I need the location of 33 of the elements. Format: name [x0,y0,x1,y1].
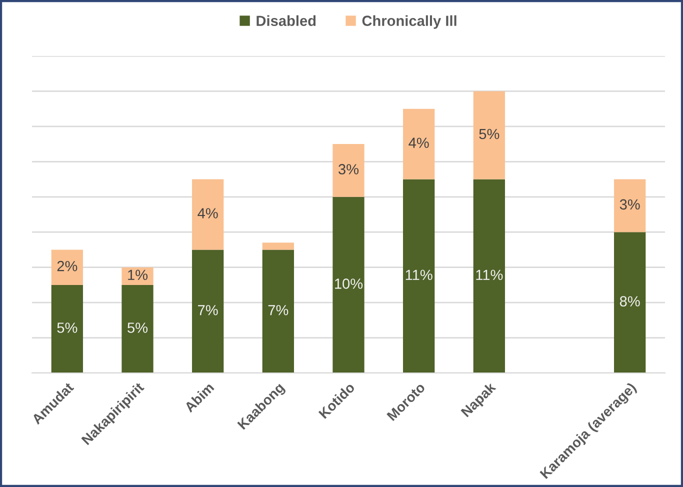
data-label: 5% [479,128,500,140]
bar [332,144,364,197]
data-label: 4% [198,208,218,218]
data-label: 7% [198,305,218,316]
bar [473,91,505,180]
bar [614,179,646,232]
bar [192,179,224,250]
data-label: 10% [335,278,363,289]
legend-label: Disabled [256,15,316,26]
bar [51,250,83,285]
bar [473,179,505,373]
data-label: 2% [57,260,78,272]
bar [403,108,435,180]
data-label: 4% [408,138,429,148]
bar [262,250,294,373]
bar [403,179,435,373]
data-label: 7% [268,305,288,316]
bar [614,232,646,373]
bar [122,284,154,373]
data-label: 3% [338,164,359,174]
data-label: 5% [57,322,78,333]
data-label: 11% [406,270,432,280]
bar [262,242,294,250]
bar [332,196,364,373]
data-label: 1% [128,270,148,280]
bar [192,250,224,373]
bar [122,267,154,285]
legend-label: Chronically Ill [362,15,456,29]
data-label: 3% [620,199,640,210]
data-label: 8% [620,296,640,306]
data-label: 5% [128,322,148,333]
data-label: 11% [476,270,503,280]
bar [51,284,83,373]
